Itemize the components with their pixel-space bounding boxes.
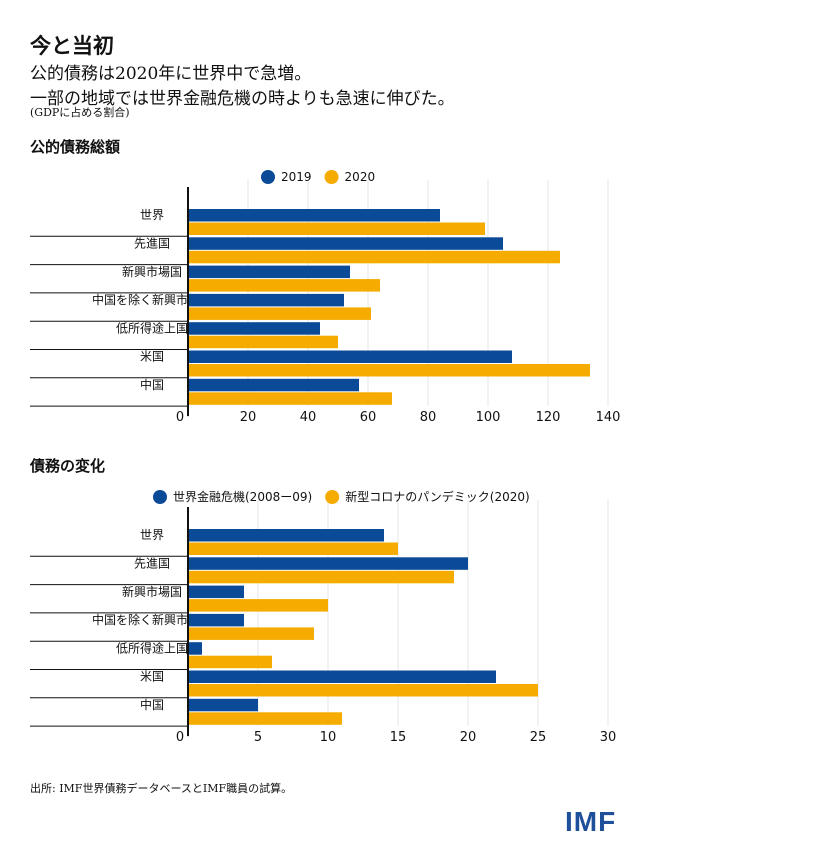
bar-2 [188, 364, 590, 377]
x-tick-label: 120 [536, 410, 561, 425]
bar-1 [188, 237, 503, 250]
bar-2 [188, 655, 272, 669]
category-label: 世界 [140, 208, 164, 222]
bar-1 [188, 209, 440, 222]
category-label: 低所得途上国 [116, 640, 188, 655]
x-tick-label: 30 [600, 730, 617, 745]
category-label: 低所得途上国 [116, 320, 188, 335]
bar-1 [188, 585, 244, 599]
x-tick-label: 0 [176, 410, 184, 425]
bar-2 [188, 250, 560, 264]
title-line-1: 公的債務は2020年に世界中で急増。 [30, 64, 312, 84]
x-tick-label: 80 [420, 410, 437, 425]
chart-1-title: 公的債務総額 [30, 138, 121, 156]
category-label: 中国を除く新興市場国 [92, 292, 212, 307]
bar-1 [188, 698, 258, 712]
bar-1 [188, 378, 359, 392]
bar-2 [188, 599, 328, 612]
x-tick-label: 20 [240, 410, 257, 425]
unit-note: (GDPに占める割合) [30, 106, 130, 119]
x-tick-label: 10 [320, 730, 337, 745]
legend-label-2: 新型コロナのパンデミック(2020) [345, 489, 530, 504]
legend-label-2: 2020 [345, 170, 376, 184]
x-tick-label: 25 [530, 730, 547, 745]
chart-debt-change: 世界金融危機(2008ー09) 新型コロナのパンデミック(2020) 世界先進国新興… [30, 489, 617, 745]
legend-swatch-2 [324, 170, 339, 184]
imf-logo: IMF [565, 806, 617, 837]
bar-1 [188, 557, 468, 570]
category-label: 世界 [140, 528, 164, 542]
kicker: 今と当初 [30, 33, 114, 58]
bar-2 [188, 627, 314, 640]
bar-2 [188, 222, 485, 235]
bar-1 [188, 322, 320, 335]
category-label: 米国 [140, 350, 164, 364]
x-tick-label: 40 [300, 410, 317, 425]
x-tick-label: 5 [254, 730, 262, 745]
x-tick-label: 0 [176, 730, 184, 745]
category-label: 新興市場国 [122, 264, 182, 279]
category-label: 先進国 [134, 236, 170, 250]
x-tick-label: 140 [596, 410, 621, 425]
bar-2 [188, 712, 342, 725]
x-tick-label: 60 [360, 410, 377, 425]
bar-1 [188, 265, 350, 279]
legend-swatch-2 [325, 490, 340, 504]
chart-2-title: 債務の変化 [30, 457, 106, 475]
category-label: 米国 [140, 670, 164, 684]
bar-1 [188, 642, 202, 655]
category-label: 中国 [140, 697, 164, 712]
x-tick-label: 20 [460, 730, 477, 745]
category-label: 新興市場国 [122, 584, 182, 599]
category-label: 中国を除く新興市場国 [92, 612, 212, 627]
bar-2 [188, 684, 538, 697]
legend-swatch-1 [153, 490, 167, 504]
bar-1 [188, 613, 244, 627]
bar-1 [188, 529, 384, 542]
bar-2 [188, 392, 392, 405]
bar-2 [188, 570, 454, 584]
bar-2 [188, 279, 380, 292]
bar-2 [188, 542, 398, 555]
bar-2 [188, 335, 338, 349]
bar-1 [188, 670, 496, 683]
bar-1 [188, 350, 512, 363]
legend-label-1: 世界金融危機(2008ー09) [173, 489, 312, 504]
bar-1 [188, 293, 344, 307]
legend-swatch-1 [261, 170, 275, 184]
title-line-2: 一部の地域では世界金融危機の時よりも急速に伸びた。 [30, 89, 455, 109]
x-tick-label: 100 [476, 410, 501, 425]
legend-label-1: 2019 [281, 170, 312, 184]
source-note: 出所: IMF世界債務データベースとIMF職員の試算。 [30, 782, 293, 795]
x-tick-label: 15 [390, 730, 407, 745]
category-label: 先進国 [134, 556, 170, 570]
category-label: 中国 [140, 377, 164, 392]
bar-2 [188, 307, 371, 320]
